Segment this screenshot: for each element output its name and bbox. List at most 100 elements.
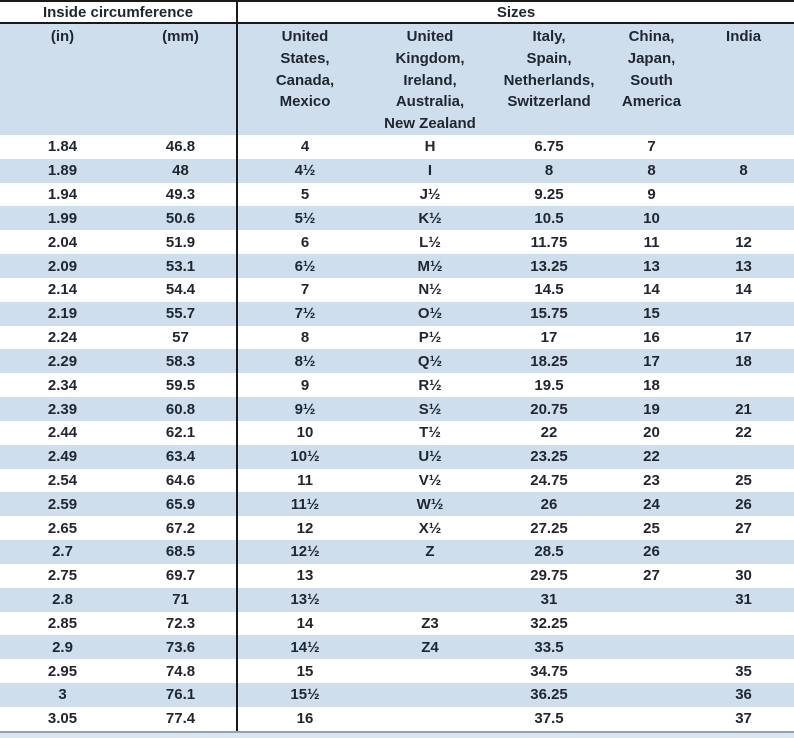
table-cell bbox=[693, 373, 794, 398]
table-cell: 67.2 bbox=[125, 516, 238, 541]
table-cell: 37 bbox=[693, 706, 794, 731]
table-row: 3.05 77.4 16 37.5 37 bbox=[0, 706, 794, 731]
table-cell bbox=[693, 540, 794, 564]
table-cell: 2.39 bbox=[0, 397, 125, 421]
table-cell: H bbox=[372, 135, 489, 159]
table-cell: 50.6 bbox=[125, 206, 238, 231]
table-cell: 18 bbox=[610, 373, 694, 398]
table-cell: S½ bbox=[372, 397, 489, 421]
table-row: 2.34 59.5 9 R½ 19.5 18 bbox=[0, 373, 794, 398]
table-cell: 36.25 bbox=[488, 683, 611, 707]
table-cell bbox=[610, 659, 694, 684]
table-row: 3 76.1 15½ 36.25 36 bbox=[0, 683, 794, 707]
table-cell bbox=[372, 563, 489, 588]
table-row: 2.39 60.8 9½ S½ 20.75 19 21 bbox=[0, 397, 794, 421]
table-cell: 29.75 bbox=[488, 563, 611, 588]
table-cell: 8 bbox=[693, 158, 794, 183]
table-row: 2.85 72.3 14 Z3 32.25 bbox=[0, 611, 794, 636]
table-cell: 8 bbox=[610, 158, 694, 183]
table-cell: 27 bbox=[610, 563, 694, 588]
table-cell: 2.54 bbox=[0, 468, 125, 493]
table-cell: 8½ bbox=[236, 349, 373, 374]
table-cell: 35 bbox=[693, 659, 794, 684]
table-cell: 9 bbox=[236, 373, 373, 398]
table-cell: 12 bbox=[236, 516, 373, 541]
table-row: 2.04 51.9 6 L½ 11.75 11 12 bbox=[0, 230, 794, 255]
table-cell: 3 bbox=[0, 683, 125, 707]
table-cell: 1.99 bbox=[0, 206, 125, 231]
table-cell: 14.5 bbox=[488, 277, 611, 302]
table-cell: Z4 bbox=[372, 635, 489, 660]
table-cell: 7 bbox=[236, 277, 373, 302]
table-cell bbox=[693, 444, 794, 469]
table-cell: 5½ bbox=[236, 206, 373, 231]
table-cell: 24 bbox=[610, 492, 694, 517]
table-row: 2.44 62.1 10 T½ 22 20 22 bbox=[0, 420, 794, 445]
table-row: 2.95 74.8 15 34.75 35 bbox=[0, 659, 794, 684]
table-cell: 60.8 bbox=[125, 397, 238, 421]
table-cell: 32.25 bbox=[488, 611, 611, 636]
table-cell: 13 bbox=[693, 254, 794, 278]
table-cell: 19 bbox=[610, 397, 694, 421]
table-cell: 1.89 bbox=[0, 158, 125, 183]
table-cell: 34.75 bbox=[488, 659, 611, 684]
col-header-in: (in) bbox=[0, 23, 125, 135]
table-cell: 10 bbox=[236, 420, 373, 445]
table-cell: 16 bbox=[236, 706, 373, 731]
table-cell: 15 bbox=[236, 659, 373, 684]
table-cell: 2.9 bbox=[0, 635, 125, 660]
table-cell: 20.75 bbox=[488, 397, 611, 421]
table-cell: 68.5 bbox=[125, 540, 238, 564]
table-cell: L½ bbox=[372, 230, 489, 255]
table-cell: 31 bbox=[693, 587, 794, 612]
table-cell: 2.8 bbox=[0, 587, 125, 612]
table-cell: 26 bbox=[693, 492, 794, 517]
table-cell: 51.9 bbox=[125, 230, 238, 255]
table-cell bbox=[610, 706, 694, 731]
table-cell: 2.49 bbox=[0, 444, 125, 469]
table-cell: 46.8 bbox=[125, 135, 238, 159]
table-cell: 22 bbox=[693, 420, 794, 445]
table-cell: 8 bbox=[236, 325, 373, 350]
table-cell bbox=[610, 611, 694, 636]
table-cell: 28.5 bbox=[488, 540, 611, 564]
table-row: 1.84 46.8 4 H 6.75 7 bbox=[0, 135, 794, 159]
table-cell: 69.7 bbox=[125, 563, 238, 588]
table-row: 1.89 48 4½ I 8 8 8 bbox=[0, 158, 794, 183]
table-cell bbox=[693, 135, 794, 159]
table-cell: T½ bbox=[372, 420, 489, 445]
table-cell: 12 bbox=[693, 230, 794, 255]
table-cell: 11.75 bbox=[488, 230, 611, 255]
table-cell: 63.4 bbox=[125, 444, 238, 469]
table-cell: N½ bbox=[372, 277, 489, 302]
table-cell: 16 bbox=[610, 325, 694, 350]
table-bottom-strip bbox=[0, 732, 794, 738]
table-cell: 8 bbox=[488, 158, 611, 183]
table-cell: 37.5 bbox=[488, 706, 611, 731]
table-cell: 22 bbox=[610, 444, 694, 469]
table-cell: 65.9 bbox=[125, 492, 238, 517]
table-row: 1.94 49.3 5 J½ 9.25 9 bbox=[0, 182, 794, 207]
table-cell: 19.5 bbox=[488, 373, 611, 398]
table-cell bbox=[372, 683, 489, 707]
table-cell: 27.25 bbox=[488, 516, 611, 541]
table-cell: 15½ bbox=[236, 683, 373, 707]
table-row: 2.29 58.3 8½ Q½ 18.25 17 18 bbox=[0, 349, 794, 374]
table-row: 2.49 63.4 10½ U½ 23.25 22 bbox=[0, 444, 794, 469]
col-header-us-canada-mexico: United States, Canada, Mexico bbox=[236, 23, 373, 135]
table-cell: M½ bbox=[372, 254, 489, 278]
table-cell bbox=[610, 587, 694, 612]
table-cell: 26 bbox=[610, 540, 694, 564]
table-cell: 11 bbox=[236, 468, 373, 493]
table-cell: 1.94 bbox=[0, 182, 125, 207]
table-cell: W½ bbox=[372, 492, 489, 517]
table-cell bbox=[693, 182, 794, 207]
table-cell: 6.75 bbox=[488, 135, 611, 159]
table-cell: 74.8 bbox=[125, 659, 238, 684]
table-row: 2.7 68.5 12½ Z 28.5 26 bbox=[0, 540, 794, 564]
table-cell: 11½ bbox=[236, 492, 373, 517]
table-cell: 2.19 bbox=[0, 301, 125, 326]
table-cell: 71 bbox=[125, 587, 238, 612]
table-cell: 2.29 bbox=[0, 349, 125, 374]
table-cell: R½ bbox=[372, 373, 489, 398]
